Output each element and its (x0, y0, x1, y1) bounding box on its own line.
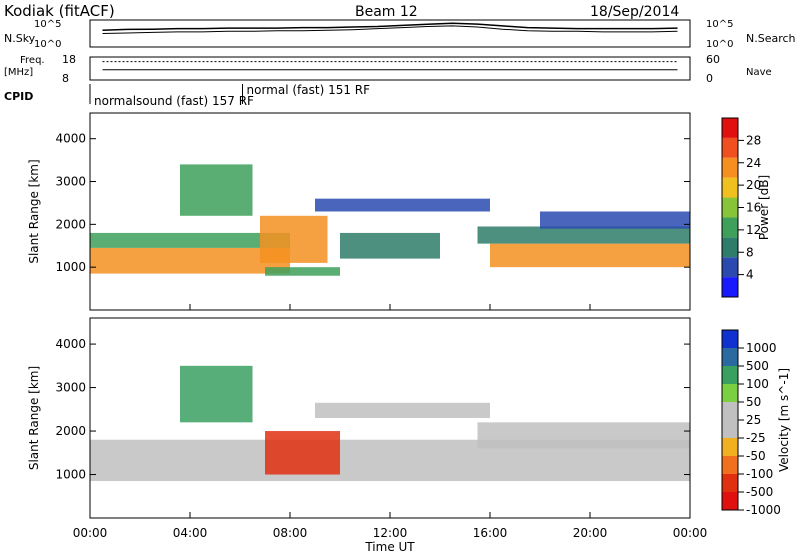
velocity-colorbar-segment (722, 384, 738, 402)
power-colorbar-tick-label: 20 (746, 178, 761, 192)
power-data-band (180, 164, 253, 216)
velocity-data-band (180, 365, 253, 423)
velocity-colorbar-segment (722, 348, 738, 366)
velocity-data-band (265, 431, 340, 475)
power-y-tick-label: 2000 (55, 217, 86, 231)
velocity-colorbar-tick-label: 1000 (746, 341, 777, 355)
x-tick-label: 16:00 (473, 526, 508, 540)
noise-left-tick: 10^5 (34, 19, 61, 30)
power-colorbar-segment (722, 177, 738, 198)
power-colorbar-segment (722, 157, 738, 178)
power-colorbar-tick-label: 24 (746, 156, 761, 170)
power-colorbar-segment (722, 257, 738, 278)
power-colorbar-segment (722, 217, 738, 238)
power-data-band (490, 243, 690, 268)
noise-series-line (102, 22, 678, 32)
power-colorbar-segment (722, 137, 738, 158)
chart-title-beam: Beam 12 (355, 4, 418, 20)
power-y-tick-label: 1000 (55, 260, 86, 274)
x-tick-label: 00:00 (73, 526, 108, 540)
chart-title-station: Kodiak (fitACF) (4, 2, 115, 20)
velocity-colorbar-segment (722, 366, 738, 384)
power-data-band (340, 232, 440, 259)
velocity-colorbar-tick-label: -500 (746, 485, 773, 499)
power-y-tick-label: 3000 (55, 175, 86, 189)
velocity-colorbar-tick-label: -100 (746, 467, 773, 481)
cpid-segment-label: normal (fast) 151 RF (247, 83, 371, 97)
velocity-y-tick-label: 4000 (55, 337, 86, 351)
power-data-band (265, 267, 340, 276)
x-tick-label: 00:00 (673, 526, 708, 540)
power-colorbar-tick-label: 8 (746, 245, 754, 259)
power-colorbar-segment (722, 197, 738, 218)
power-colorbar-tick-label: 12 (746, 223, 761, 237)
frequency-unit-label: [MHz] (4, 67, 33, 78)
power-colorbar-label: Power [dB] (757, 175, 771, 240)
cpid-segment-label: normalsound (fast) 157 RF (94, 94, 254, 108)
noise-right-tick: 10^5 (706, 19, 733, 30)
velocity-colorbar-tick-label: -25 (746, 431, 766, 445)
power-colorbar-tick-label: 28 (746, 133, 761, 147)
power-data-band (540, 211, 690, 229)
velocity-colorbar-label: Velocity [m s^-1] (777, 368, 791, 472)
velocity-colorbar-segment (722, 420, 738, 438)
x-tick-label: 04:00 (173, 526, 208, 540)
frequency-right-tick: 0 (706, 72, 713, 85)
power-data-band (477, 226, 690, 244)
velocity-colorbar-tick-label: -50 (746, 449, 766, 463)
noise-series-line (102, 25, 678, 34)
noise-left-tick: 10^0 (34, 39, 61, 50)
velocity-y-tick-label: 2000 (55, 424, 86, 438)
velocity-colorbar-tick-label: 25 (746, 413, 761, 427)
velocity-colorbar-tick-label: 50 (746, 395, 761, 409)
velocity-colorbar-segment (722, 456, 738, 474)
velocity-colorbar-segment (722, 402, 738, 420)
noise-left-label: N.Sky (4, 32, 36, 45)
noise-right-label: N.Search (746, 32, 796, 45)
x-tick-label: 12:00 (373, 526, 408, 540)
power-colorbar-tick-label: 16 (746, 201, 761, 215)
frequency-left-tick: 18 (62, 53, 76, 66)
frequency-right-tick: 60 (706, 53, 720, 66)
power-colorbar-segment (722, 237, 738, 258)
velocity-colorbar-segment (722, 474, 738, 492)
velocity-colorbar-tick-label: 500 (746, 359, 769, 373)
velocity-y-tick-label: 3000 (55, 381, 86, 395)
velocity-colorbar-segment (722, 330, 738, 348)
power-colorbar-segment (722, 118, 738, 138)
cpid-label: CPID (4, 90, 33, 103)
velocity-colorbar-tick-label: -1000 (746, 503, 781, 517)
velocity-colorbar-tick-label: 100 (746, 377, 769, 391)
noise-right-tick: 10^0 (706, 39, 733, 50)
frequency-right-label: Nave (746, 67, 772, 78)
x-tick-label: 20:00 (573, 526, 608, 540)
power-y-axis-label: Slant Range [km] (27, 159, 41, 263)
velocity-y-tick-label: 1000 (55, 468, 86, 482)
power-colorbar-tick-label: 4 (746, 268, 754, 282)
power-data-band (90, 247, 290, 274)
noise-panel-frame (89, 19, 691, 48)
velocity-colorbar-segment (722, 492, 738, 510)
velocity-colorbar-segment (722, 438, 738, 456)
x-tick-label: 08:00 (273, 526, 308, 540)
velocity-data-band (477, 422, 690, 449)
chart-title-date: 18/Sep/2014 (590, 4, 679, 20)
velocity-data-band (315, 402, 490, 418)
velocity-y-axis-label: Slant Range [km] (27, 366, 41, 470)
power-data-band (315, 198, 490, 212)
x-axis-label: Time UT (364, 540, 415, 554)
power-y-tick-label: 4000 (55, 132, 86, 146)
power-data-band (260, 215, 328, 263)
power-data-band (90, 232, 290, 248)
frequency-panel-frame (89, 56, 691, 81)
frequency-left-label: Freq. (20, 55, 45, 66)
frequency-left-tick: 8 (62, 72, 69, 85)
power-colorbar-segment (722, 277, 738, 297)
